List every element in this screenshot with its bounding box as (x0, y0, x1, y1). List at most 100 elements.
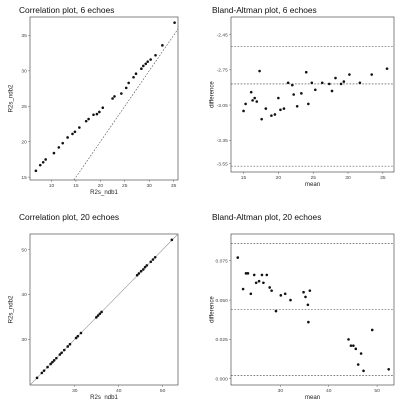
data-point (295, 104, 299, 108)
data-series (34, 21, 176, 173)
y-tick-label: 50 (21, 247, 27, 253)
data-point (279, 108, 282, 112)
data-point (46, 365, 49, 369)
data-point (44, 158, 47, 161)
data-point (347, 338, 350, 341)
data-point (92, 113, 95, 117)
y-tick-label: 0.050 (216, 298, 229, 304)
data-point (132, 75, 135, 79)
data-point (262, 281, 265, 285)
data-point (300, 92, 303, 95)
data-point (58, 353, 62, 356)
data-point (283, 292, 287, 296)
y-tick-label: -2.45 (217, 32, 228, 38)
x-tick-label: 50 (374, 388, 380, 394)
data-point (38, 163, 42, 167)
data-point (257, 279, 261, 283)
data-point (55, 356, 58, 360)
data-point (236, 256, 240, 259)
y-axis-title: difference (209, 296, 216, 323)
data-point (308, 289, 312, 292)
x-tick-label: 15 (241, 175, 247, 181)
data-point (358, 81, 362, 85)
data-point (100, 310, 103, 314)
data-point (142, 64, 145, 68)
data-point (249, 90, 253, 94)
data-point (286, 81, 290, 85)
data-point (139, 269, 143, 273)
data-point (241, 287, 245, 291)
data-point (304, 295, 307, 299)
y-tick-label: -3.05 (217, 103, 228, 109)
data-point (62, 348, 66, 352)
y-tick-label: 15 (21, 175, 27, 181)
data-point (66, 345, 70, 348)
x-tick-label: 35 (171, 183, 177, 189)
data-point (359, 352, 363, 355)
data-point (342, 80, 346, 83)
data-point (137, 272, 141, 275)
data-point (41, 160, 45, 164)
chart-panel-2: Bland-Altman plot, 6 echoes 15 20 25 30 35 -2.… (209, 5, 395, 188)
data-point (149, 260, 153, 264)
data-series (35, 238, 174, 380)
data-point (51, 360, 54, 364)
x-tick-label: 30 (146, 183, 152, 189)
data-point (95, 316, 98, 319)
data-point (120, 92, 123, 95)
data-point (124, 86, 128, 90)
panel-title: Bland-Altman plot, 20 echoes (212, 212, 321, 222)
data-point (71, 132, 74, 136)
data-point (306, 303, 310, 307)
panel-title: Correlation plot, 20 echoes (19, 212, 119, 222)
y-tick-label: 25 (21, 104, 27, 110)
data-point (144, 62, 148, 66)
y-tick-label: 30 (21, 337, 27, 343)
data-point (290, 83, 294, 87)
x-tick-label: 25 (122, 183, 128, 189)
chart-panel-1: Correlation plot, 6 echoes 10 15 20 25 30 35 15… (8, 5, 179, 196)
data-point (352, 344, 355, 347)
data-point (98, 312, 102, 316)
data-point (304, 70, 308, 74)
data-point (370, 73, 374, 76)
data-point (289, 298, 292, 302)
chart-panel-3: Correlation plot, 20 echoes 30 40 50 30 40 50 R… (8, 212, 179, 400)
plot-area (29, 16, 179, 181)
x-tick-label: 10 (49, 183, 55, 189)
panel-title: Bland-Altman plot, 6 echoes (212, 5, 317, 15)
y-tick-label: -2.75 (217, 68, 228, 74)
data-point (354, 347, 358, 351)
data-point (101, 106, 105, 110)
data-point (327, 82, 331, 86)
data-point (170, 238, 174, 242)
data-point (113, 95, 116, 98)
data-point (302, 290, 305, 294)
data-point (255, 100, 259, 103)
x-tick-label: 20 (276, 175, 282, 181)
data-point (84, 119, 88, 123)
y-tick-label: 0.075 (216, 258, 229, 264)
data-point (79, 331, 83, 335)
data-series (242, 67, 389, 121)
x-tick-label: 15 (73, 183, 79, 189)
data-point (98, 110, 101, 114)
data-point (268, 286, 271, 289)
data-point (134, 72, 138, 75)
data-point (61, 141, 65, 145)
data-point (73, 130, 77, 134)
y-tick-label: 35 (21, 33, 27, 39)
x-tick-label: 50 (160, 388, 166, 394)
data-point (310, 81, 314, 85)
data-point (260, 273, 264, 277)
data-point (74, 336, 78, 340)
data-point (270, 289, 273, 292)
data-point (313, 88, 317, 92)
y-tick-label: 30 (21, 69, 27, 75)
data-point (385, 67, 389, 70)
data-point (142, 268, 145, 271)
y-tick-label: 0.000 (216, 376, 229, 382)
data-point (149, 58, 152, 61)
data-point (244, 102, 247, 106)
